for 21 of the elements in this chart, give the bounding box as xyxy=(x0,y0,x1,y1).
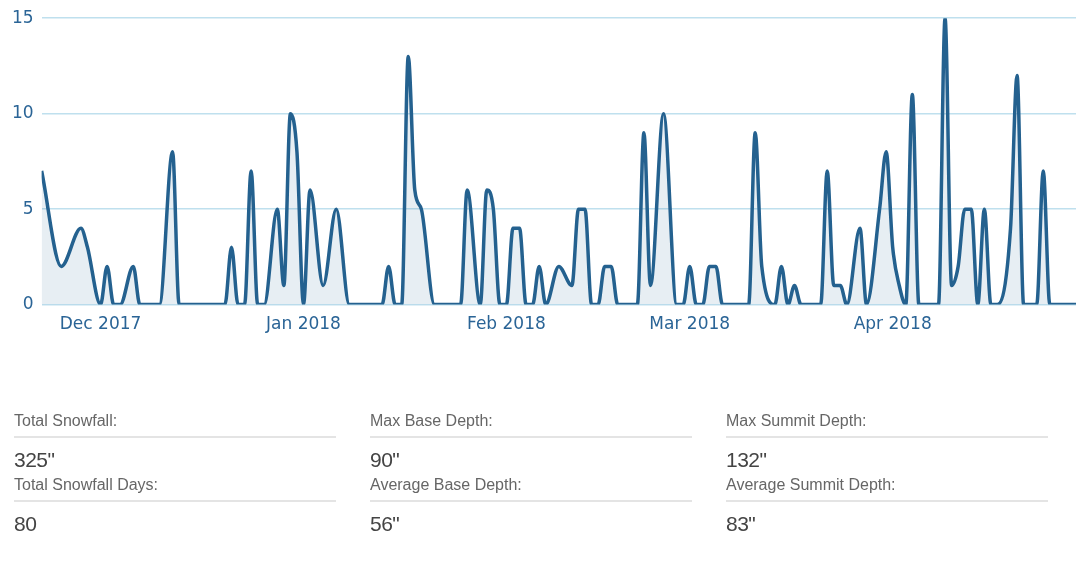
text: Max Summit Depth: xyxy=(726,412,1048,438)
x-tick-label: Dec 2017 xyxy=(59,313,142,334)
text: 80 xyxy=(14,512,38,536)
text: 83" xyxy=(726,512,757,536)
y-tick-label: 10 xyxy=(11,102,34,123)
text: Total Snowfall: xyxy=(14,412,336,438)
text: Average Base Depth: xyxy=(370,476,692,502)
text: Average Summit Depth: xyxy=(726,476,1048,502)
y-tick-label: 5 xyxy=(22,197,34,218)
text: 90" xyxy=(370,448,401,472)
text: 56" xyxy=(370,512,401,536)
x-tick-label: Mar 2018 xyxy=(649,313,731,334)
x-tick-label: Apr 2018 xyxy=(853,313,932,334)
text: Total Snowfall Days: xyxy=(14,476,336,502)
text: Max Base Depth: xyxy=(370,412,692,438)
y-tick-label: 0 xyxy=(22,293,34,314)
text: 325" xyxy=(14,448,56,472)
x-tick-label: Feb 2018 xyxy=(467,313,546,334)
text: 132" xyxy=(726,448,768,472)
x-tick-label: Jan 2018 xyxy=(265,313,341,334)
y-tick-label: 15 xyxy=(11,6,34,27)
